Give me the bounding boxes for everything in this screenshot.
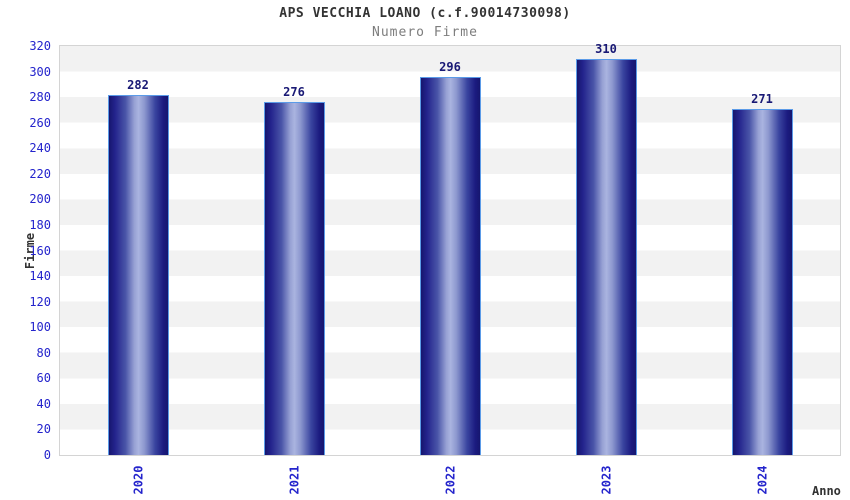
chart-subtitle: Numero Firme [372, 25, 478, 40]
x-tick-text-2022: 2022 [443, 465, 457, 495]
x-tick-label-2020: 2020 [129, 459, 147, 500]
y-tick-label-220: 220 [29, 166, 51, 181]
x-tick-label-2022: 2022 [441, 459, 459, 500]
y-tick-label-20: 20 [36, 422, 51, 437]
y-tick-label-100: 100 [29, 320, 51, 335]
y-tick-label-280: 280 [29, 90, 51, 105]
y-tick-label-320: 320 [29, 39, 51, 53]
bar-2022 [419, 76, 481, 455]
x-tick-text-2023: 2023 [599, 465, 613, 495]
x-tick-text-2024: 2024 [755, 465, 769, 495]
y-tick-label-300: 300 [29, 64, 51, 79]
x-tick-label-2021: 2021 [285, 459, 303, 500]
bar-2024 [731, 108, 793, 455]
y-tick-label-160: 160 [29, 243, 51, 258]
bar-2023 [575, 58, 637, 455]
x-tick-text-2020: 2020 [131, 465, 145, 495]
y-tick-label-120: 120 [29, 294, 51, 309]
bar-value-2023: 310 [595, 41, 617, 56]
y-tick-label-200: 200 [29, 192, 51, 207]
chart-title: APS VECCHIA LOANO (c.f.90014730098) [279, 6, 571, 21]
y-tick-label-80: 80 [36, 345, 51, 360]
y-tick-label-240: 240 [29, 141, 51, 156]
bar-value-2020: 282 [127, 77, 149, 92]
x-tick-label-2024: 2024 [753, 459, 771, 500]
bar-value-2021: 276 [283, 85, 305, 100]
x-tick-label-2023: 2023 [597, 459, 615, 500]
y-tick-label-40: 40 [36, 396, 51, 411]
y-tick-label-260: 260 [29, 115, 51, 130]
y-tick-label-60: 60 [36, 371, 51, 386]
bar-2021 [263, 102, 325, 455]
bar-2020 [107, 94, 169, 455]
x-tick-text-2021: 2021 [287, 465, 301, 495]
y-tick-label-180: 180 [29, 217, 51, 232]
x-axis-title: Anno [812, 484, 841, 498]
y-tick-label-0: 0 [43, 448, 51, 462]
bar-value-2022: 296 [439, 59, 461, 74]
bar-value-2024: 271 [751, 91, 773, 106]
y-tick-label-140: 140 [29, 269, 51, 284]
